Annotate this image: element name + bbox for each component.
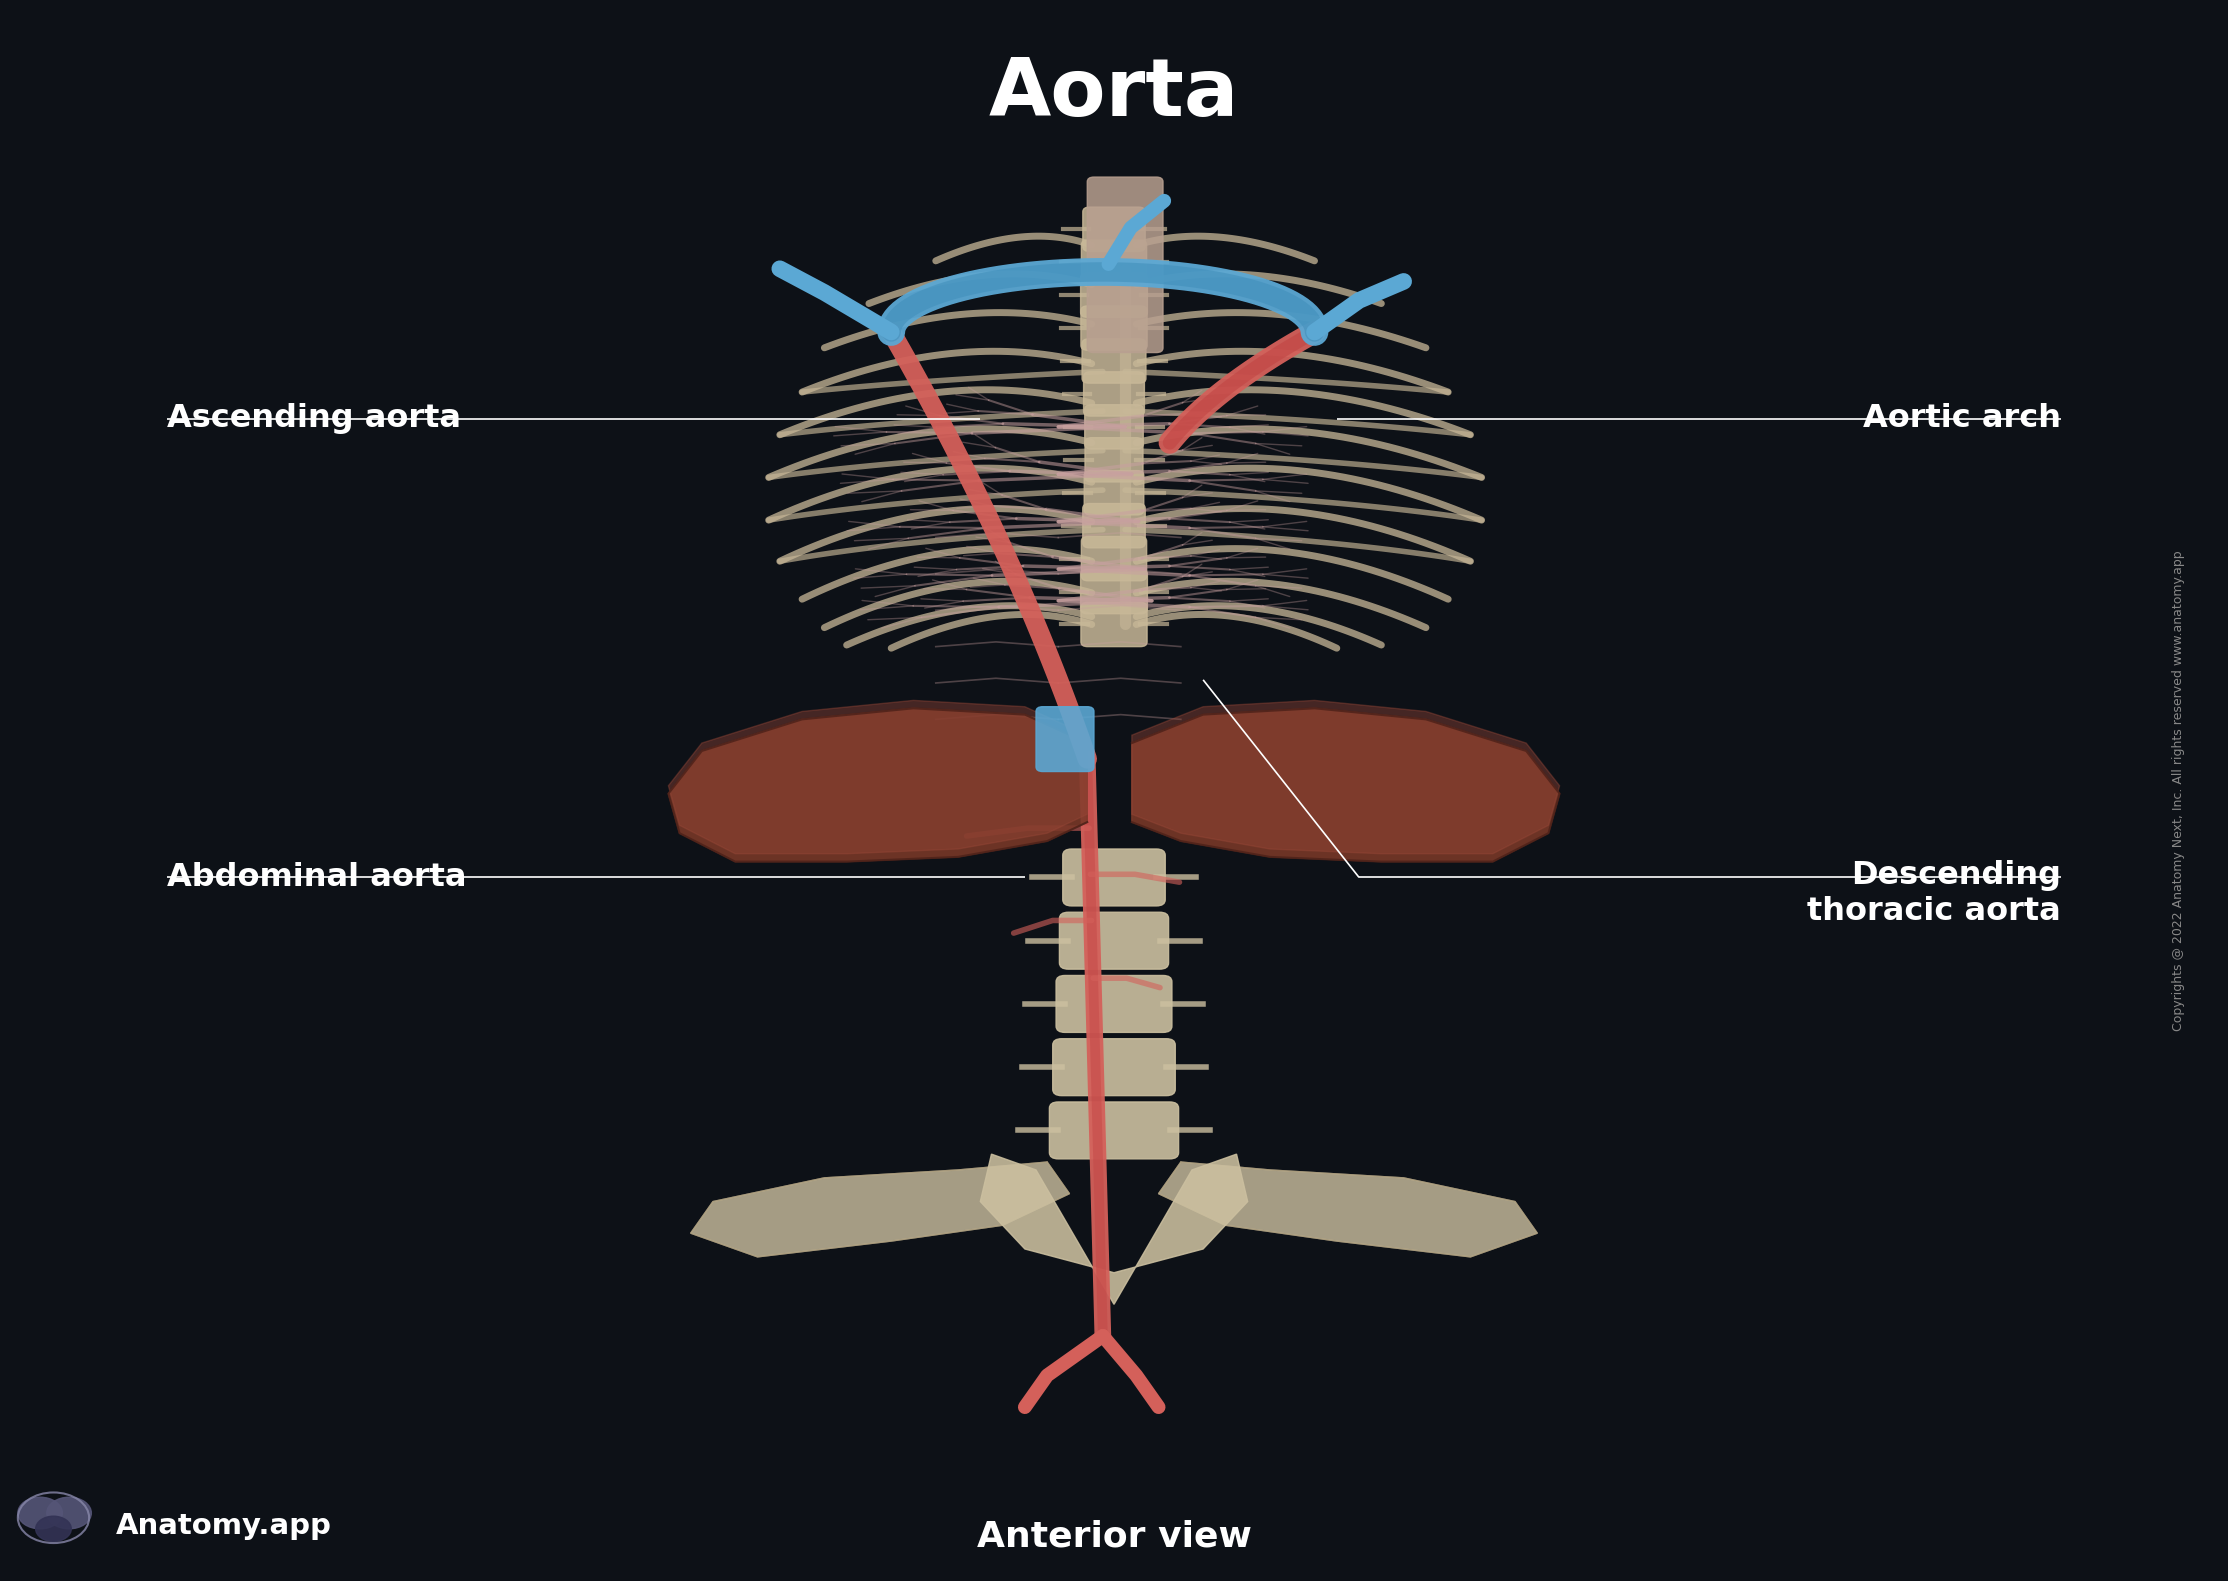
FancyBboxPatch shape: [1081, 274, 1147, 318]
FancyBboxPatch shape: [1081, 307, 1147, 351]
FancyBboxPatch shape: [1081, 240, 1147, 285]
FancyBboxPatch shape: [1081, 602, 1147, 647]
FancyBboxPatch shape: [1083, 338, 1145, 383]
Polygon shape: [1159, 1162, 1537, 1257]
FancyBboxPatch shape: [1087, 177, 1163, 353]
Text: Anatomy.app: Anatomy.app: [116, 1511, 332, 1540]
Circle shape: [18, 1497, 62, 1529]
FancyBboxPatch shape: [1083, 207, 1145, 251]
Polygon shape: [691, 1162, 1069, 1257]
FancyBboxPatch shape: [1061, 912, 1170, 969]
Circle shape: [47, 1497, 91, 1529]
FancyBboxPatch shape: [1085, 405, 1143, 449]
FancyBboxPatch shape: [1056, 975, 1172, 1032]
FancyBboxPatch shape: [1083, 372, 1145, 416]
FancyBboxPatch shape: [1085, 471, 1143, 515]
FancyBboxPatch shape: [1063, 849, 1165, 906]
Text: Abdominal aorta: Abdominal aorta: [167, 862, 466, 893]
Text: Anterior view: Anterior view: [976, 1519, 1252, 1554]
Text: Descending
thoracic aorta: Descending thoracic aorta: [1807, 860, 2061, 926]
Polygon shape: [1132, 700, 1560, 854]
FancyBboxPatch shape: [1085, 438, 1143, 482]
FancyBboxPatch shape: [1049, 1102, 1179, 1159]
Circle shape: [36, 1516, 71, 1541]
FancyBboxPatch shape: [1054, 1039, 1176, 1096]
FancyBboxPatch shape: [1083, 503, 1145, 549]
Polygon shape: [668, 708, 1087, 862]
FancyBboxPatch shape: [1081, 536, 1147, 580]
Text: Copyrights @ 2022 Anatomy Next, Inc. All rights reserved www.anatomy.app: Copyrights @ 2022 Anatomy Next, Inc. All…: [2172, 550, 2186, 1031]
Polygon shape: [980, 1154, 1248, 1304]
FancyBboxPatch shape: [1036, 707, 1094, 772]
Text: Aortic arch: Aortic arch: [1863, 403, 2061, 435]
Polygon shape: [1132, 708, 1560, 862]
Text: Aorta: Aorta: [989, 55, 1239, 133]
Text: Ascending aorta: Ascending aorta: [167, 403, 461, 435]
FancyBboxPatch shape: [1081, 569, 1147, 613]
Polygon shape: [668, 700, 1087, 854]
